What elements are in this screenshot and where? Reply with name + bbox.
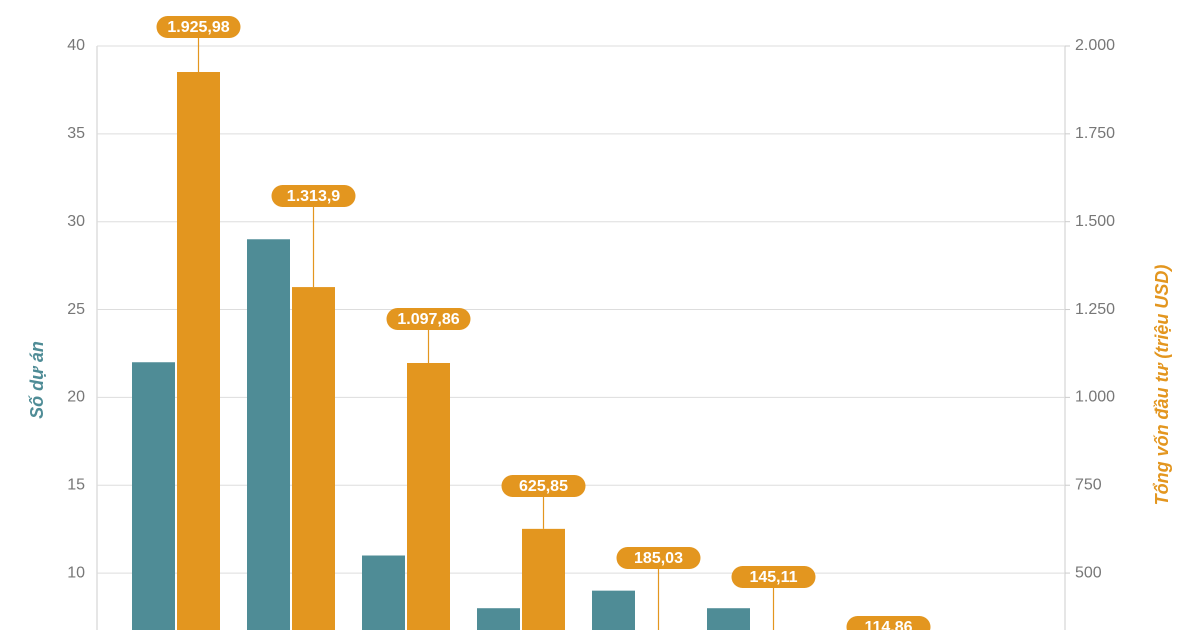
value-label: 1.097,86 xyxy=(397,311,459,328)
y-tick-label: 25 xyxy=(67,301,85,318)
y-tick-label: 35 xyxy=(67,125,85,142)
y2-tick-label: 1.500 xyxy=(1075,213,1115,230)
y-tick-label: 10 xyxy=(67,564,85,581)
y2-tick-label: 1.250 xyxy=(1075,301,1115,318)
value-label: 185,03 xyxy=(634,550,683,567)
y2-tick-label: 1.750 xyxy=(1075,125,1115,142)
y-tick-label: 20 xyxy=(67,389,85,406)
y-tick-label: 15 xyxy=(67,476,85,493)
label-pill xyxy=(616,547,701,569)
bar xyxy=(707,608,750,630)
bar xyxy=(132,362,175,630)
value-label: 145,11 xyxy=(749,569,797,586)
y2-tick-label: 1.000 xyxy=(1075,389,1115,406)
bar xyxy=(522,528,565,630)
y2-axis-title: Tổng vốn đầu tư (triệu USD) xyxy=(1152,265,1172,506)
y-tick-label: 30 xyxy=(67,213,85,230)
bar xyxy=(592,590,635,630)
bar xyxy=(407,362,450,630)
y2-tick-label: 750 xyxy=(1075,476,1102,493)
value-label: 114,86 xyxy=(864,619,912,630)
value-label: 625,85 xyxy=(519,478,568,495)
label-pill xyxy=(846,616,931,630)
y2-tick-label: 2.000 xyxy=(1075,37,1115,54)
label-pill xyxy=(271,185,356,207)
bar xyxy=(177,72,220,630)
label-pill xyxy=(386,308,471,330)
label-pill xyxy=(156,16,241,38)
value-label: 1.925,98 xyxy=(167,19,229,36)
label-pill xyxy=(501,475,586,497)
bar xyxy=(362,555,405,630)
bar xyxy=(292,287,335,630)
bar xyxy=(477,608,520,630)
y-tick-label: 40 xyxy=(67,37,85,54)
label-pill xyxy=(731,566,816,588)
value-label: 1.313,9 xyxy=(287,188,340,205)
bar xyxy=(247,239,290,630)
y2-tick-label: 500 xyxy=(1075,564,1102,581)
y-axis-title: Số dự án xyxy=(27,341,47,419)
